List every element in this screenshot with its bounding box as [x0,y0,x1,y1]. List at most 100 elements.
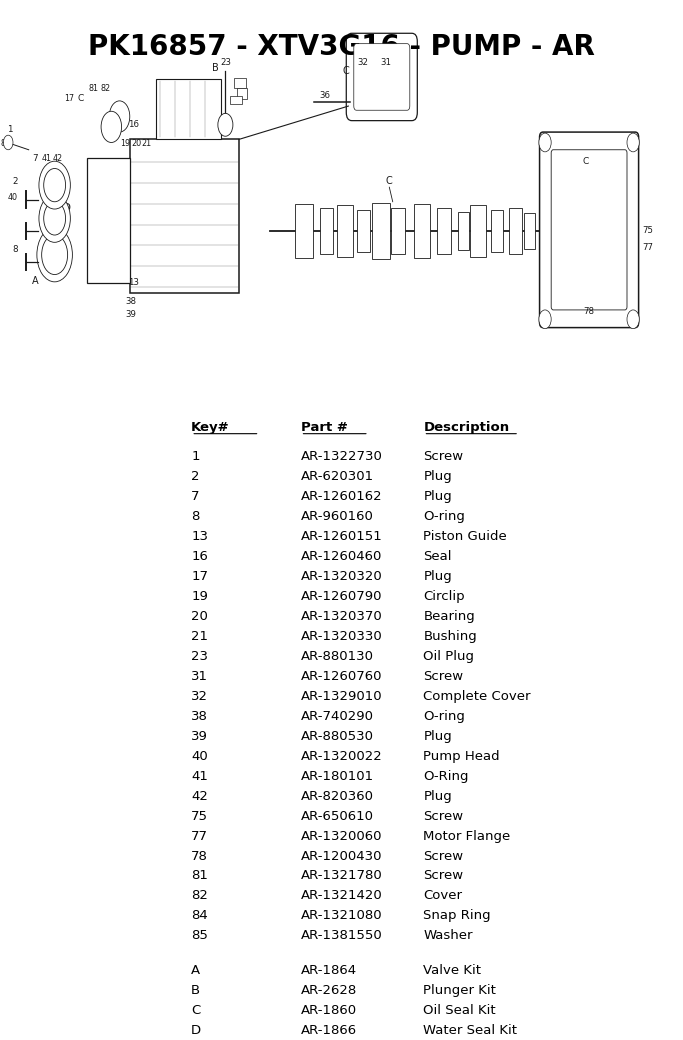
Bar [470,205,486,257]
Text: AR-1260760: AR-1260760 [301,670,382,683]
Text: AR-650610: AR-650610 [301,809,374,823]
FancyBboxPatch shape [540,132,639,328]
Circle shape [44,202,66,235]
Text: 20: 20 [191,609,208,623]
Text: 78: 78 [191,850,208,862]
Text: Circlip: Circlip [423,590,465,603]
Bar [391,208,405,254]
Text: C: C [582,157,589,165]
Text: 85: 85 [1,139,10,148]
Text: 16: 16 [128,121,139,129]
Text: 19: 19 [120,139,130,148]
Text: Plug: Plug [423,570,452,583]
Bar [337,205,353,257]
Text: AR-1329010: AR-1329010 [301,690,382,703]
Text: AR-880130: AR-880130 [301,650,374,662]
Bar [156,79,221,139]
Text: 31: 31 [380,58,391,67]
Circle shape [42,235,68,275]
Text: Valve Kit: Valve Kit [423,964,482,978]
Text: AR-1260151: AR-1260151 [301,530,382,543]
Text: 1: 1 [7,126,12,134]
Text: AR-1200430: AR-1200430 [301,850,382,862]
Text: 16: 16 [191,550,208,563]
Text: AR-1320022: AR-1320022 [301,750,382,762]
Text: Oil Plug: Oil Plug [423,650,475,662]
Circle shape [627,310,639,329]
Circle shape [539,310,551,329]
Bar [357,210,370,252]
Text: 42: 42 [191,789,208,803]
Circle shape [3,135,13,150]
Ellipse shape [101,111,122,142]
Text: O-ring: O-ring [423,709,465,723]
Text: 23: 23 [191,650,208,662]
Text: AR-880530: AR-880530 [301,730,374,743]
Text: Plug: Plug [423,789,452,803]
Text: 31: 31 [191,670,208,683]
Circle shape [627,133,639,152]
Text: Plug: Plug [423,470,452,484]
Text: 13: 13 [128,279,139,287]
Text: AR-1864: AR-1864 [301,964,357,978]
Text: Snap Ring: Snap Ring [423,909,491,922]
Text: 32: 32 [191,690,208,703]
Text: AR-1320060: AR-1320060 [301,830,382,842]
Text: 42: 42 [53,154,63,162]
Text: Part #: Part # [301,421,348,435]
Text: 13: 13 [191,530,208,543]
Bar [295,204,313,258]
Bar [372,203,390,259]
Text: AR-960160: AR-960160 [301,510,374,523]
Text: Screw: Screw [423,450,464,463]
Text: Cover: Cover [423,889,462,903]
Text: D: D [63,203,71,213]
Bar [234,78,246,88]
Text: 75: 75 [191,809,208,823]
Text: AR-1320320: AR-1320320 [301,570,382,583]
Text: 84: 84 [191,909,208,922]
Bar [524,213,535,249]
Text: 78: 78 [583,308,594,316]
Text: Screw: Screw [423,850,464,862]
Circle shape [44,168,66,202]
Text: 40: 40 [191,750,208,762]
Text: 2: 2 [12,178,18,186]
Text: AR-1321780: AR-1321780 [301,869,382,883]
Text: 7: 7 [33,154,38,162]
Text: Water Seal Kit: Water Seal Kit [423,1024,518,1037]
Text: C: C [342,66,349,76]
Circle shape [218,113,233,136]
Text: Description: Description [423,421,510,435]
Text: 39: 39 [126,310,137,318]
Bar [437,208,451,254]
Text: A: A [191,964,200,978]
Bar [491,210,503,252]
Text: 41: 41 [191,770,208,783]
Text: AR-1860: AR-1860 [301,1005,357,1017]
Text: AR-1320330: AR-1320330 [301,630,382,643]
Text: 40: 40 [8,193,17,202]
Text: Bushing: Bushing [423,630,477,643]
Text: Bearing: Bearing [423,609,475,623]
Text: Washer: Washer [423,930,473,942]
Text: AR-740290: AR-740290 [301,709,374,723]
Text: AR-180101: AR-180101 [301,770,374,783]
Text: 85: 85 [191,930,208,942]
Circle shape [39,161,70,209]
FancyBboxPatch shape [551,150,627,310]
Text: AR-1321080: AR-1321080 [301,909,382,922]
Text: AR-1321420: AR-1321420 [301,889,382,903]
Text: Oil Seal Kit: Oil Seal Kit [423,1005,496,1017]
Text: O-Ring: O-Ring [423,770,469,783]
Text: O-ring: O-ring [423,510,465,523]
Text: Plug: Plug [423,490,452,503]
Text: AR-1381550: AR-1381550 [301,930,382,942]
Text: Piston Guide: Piston Guide [423,530,507,543]
Text: 21: 21 [142,139,152,148]
Text: Key#: Key# [191,421,230,435]
FancyBboxPatch shape [354,44,410,110]
Text: 8: 8 [191,510,199,523]
Text: 82: 82 [191,889,208,903]
Text: 17: 17 [65,95,74,103]
